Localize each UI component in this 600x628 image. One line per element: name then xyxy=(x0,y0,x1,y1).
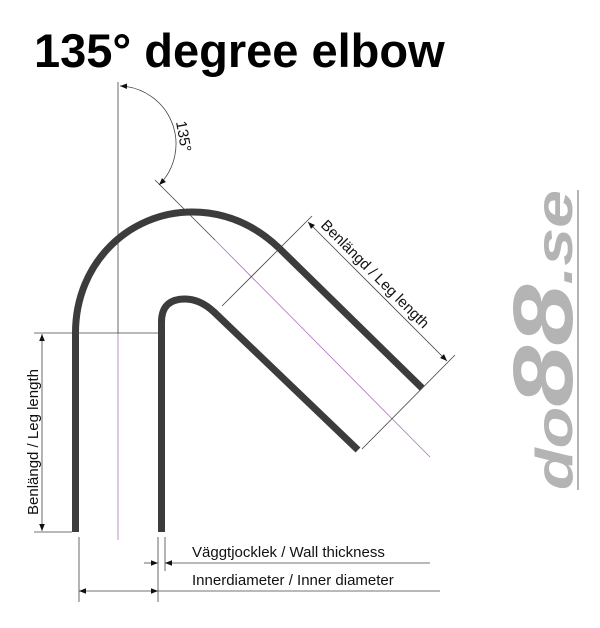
angle-arc xyxy=(119,83,177,186)
angled-leg-length-label: Benlängd / Leg length xyxy=(317,217,432,332)
wall-thickness-label: Väggtjocklek / Wall thickness xyxy=(192,544,385,561)
angled-leg-start-line xyxy=(221,215,313,307)
logo-se: .se xyxy=(526,190,584,285)
logo-do: do xyxy=(526,407,584,490)
leg-length-label: Benlängd / Leg length xyxy=(25,369,42,515)
outer-wall xyxy=(72,208,425,532)
page-title: 135° degree elbow xyxy=(34,24,445,77)
angled-leg-end-line xyxy=(361,354,456,450)
angled-leg-dimension xyxy=(307,221,448,362)
svg-text:do88.se: do88.se xyxy=(496,190,590,490)
do88-logo: do88.se xyxy=(496,190,590,490)
inner-diameter-label: Innerdiameter / Inner diameter xyxy=(192,572,394,589)
angle-label: 135° xyxy=(172,120,194,154)
inner-wall xyxy=(158,295,361,532)
logo-88: 88 xyxy=(496,284,590,407)
